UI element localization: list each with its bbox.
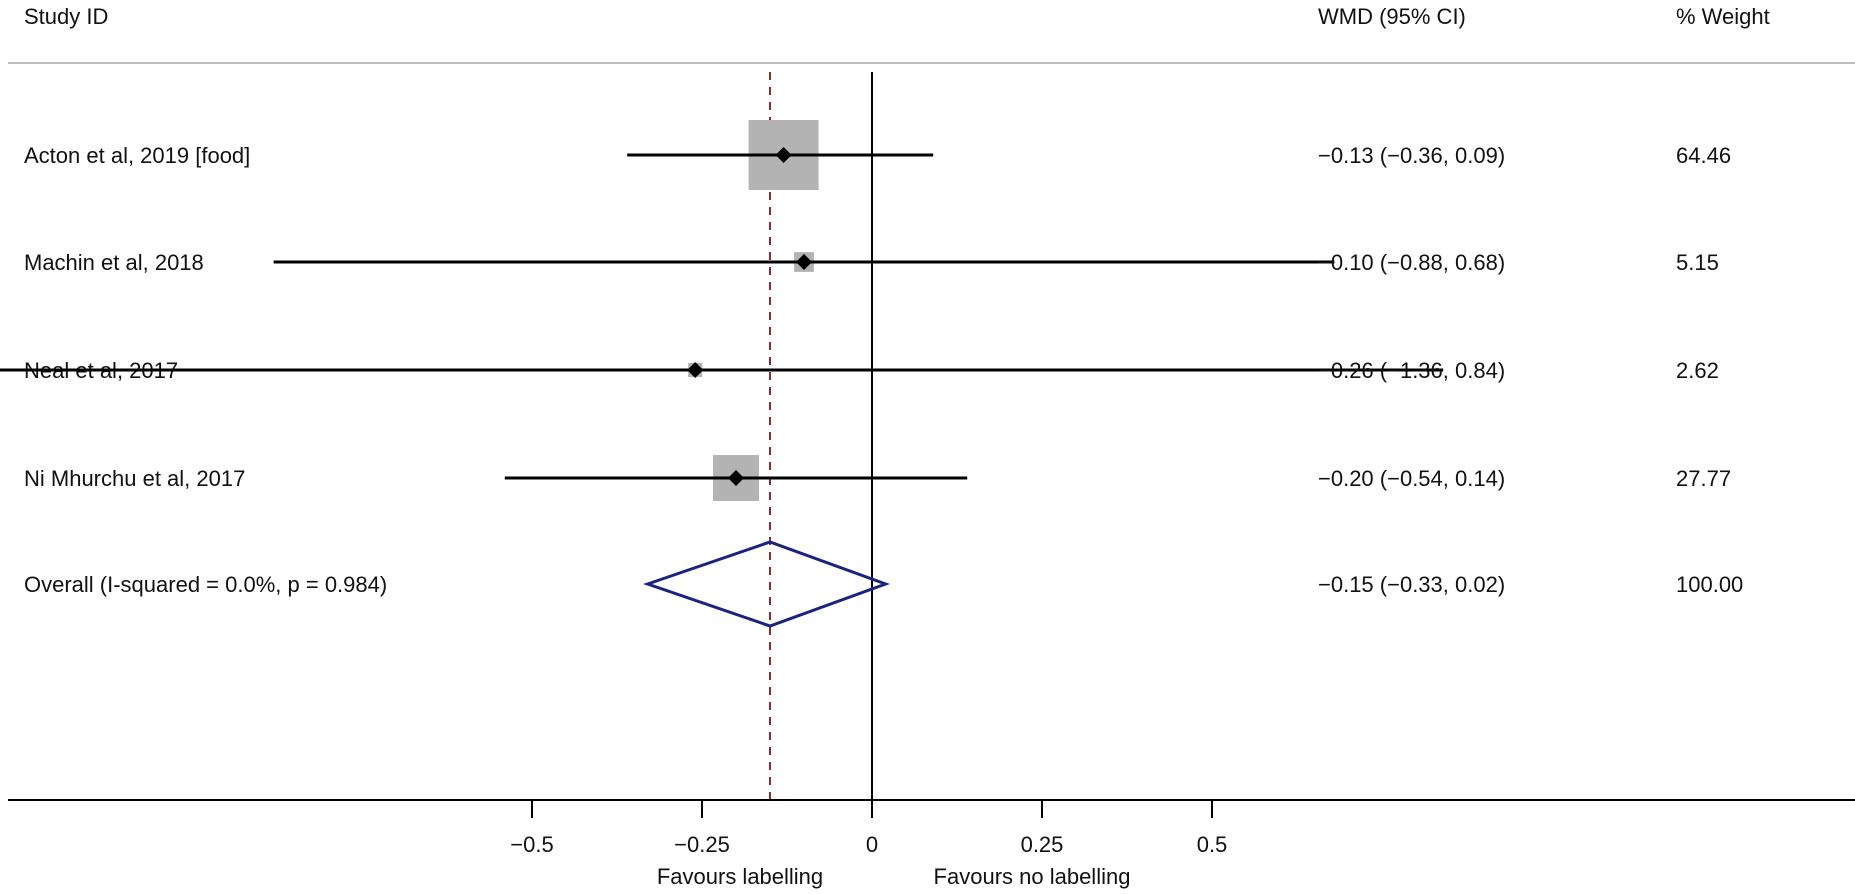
overall-diamond	[648, 542, 886, 626]
weight-text: 27.77	[1676, 466, 1731, 491]
study-label: Ni Mhurchu et al, 2017	[24, 466, 245, 491]
study-row: Neal et al, 2017 −0.26 (−1.36, 0.84) 2.62	[0, 346, 1719, 394]
study-row: Acton et al, 2019 [food] −0.13 (−0.36, 0.…	[24, 120, 1731, 190]
study-label: Acton et al, 2019 [food]	[24, 143, 250, 168]
estimate-text: −0.20 (−0.54, 0.14)	[1318, 466, 1505, 491]
overall-estimate-text: −0.15 (−0.33, 0.02)	[1318, 572, 1505, 597]
x-tick-label: −0.5	[510, 832, 553, 857]
x-axis: −0.5 −0.25 0 0.25 0.5	[8, 800, 1855, 857]
header-weight: % Weight	[1676, 4, 1770, 29]
weight-text: 64.46	[1676, 143, 1731, 168]
estimate-text: −0.26 (−1.36, 0.84)	[1318, 358, 1505, 383]
x-tick-label: 0	[866, 832, 878, 857]
favours-right-label: Favours no labelling	[934, 864, 1131, 889]
x-tick-label: 0.5	[1197, 832, 1228, 857]
weight-text: 5.15	[1676, 250, 1719, 275]
header-study-id: Study ID	[24, 4, 108, 29]
x-tick-label: 0.25	[1021, 832, 1064, 857]
study-row: Ni Mhurchu et al, 2017 −0.20 (−0.54, 0.14…	[24, 455, 1731, 501]
x-tick-label: −0.25	[674, 832, 730, 857]
estimate-text: −0.10 (−0.88, 0.68)	[1318, 250, 1505, 275]
overall-row: Overall (I-squared = 0.0%, p = 0.984) −0.…	[24, 542, 1743, 626]
forest-plot: Study ID WMD (95% CI) % Weight Acton et …	[0, 0, 1855, 894]
study-rows: Acton et al, 2019 [food] −0.13 (−0.36, 0.…	[0, 120, 1731, 501]
overall-label: Overall (I-squared = 0.0%, p = 0.984)	[24, 572, 387, 597]
estimate-text: −0.13 (−0.36, 0.09)	[1318, 143, 1505, 168]
header-wmd: WMD (95% CI)	[1318, 4, 1466, 29]
favours-left-label: Favours labelling	[657, 864, 823, 889]
study-label: Machin et al, 2018	[24, 250, 204, 275]
weight-text: 2.62	[1676, 358, 1719, 383]
overall-weight-text: 100.00	[1676, 572, 1743, 597]
